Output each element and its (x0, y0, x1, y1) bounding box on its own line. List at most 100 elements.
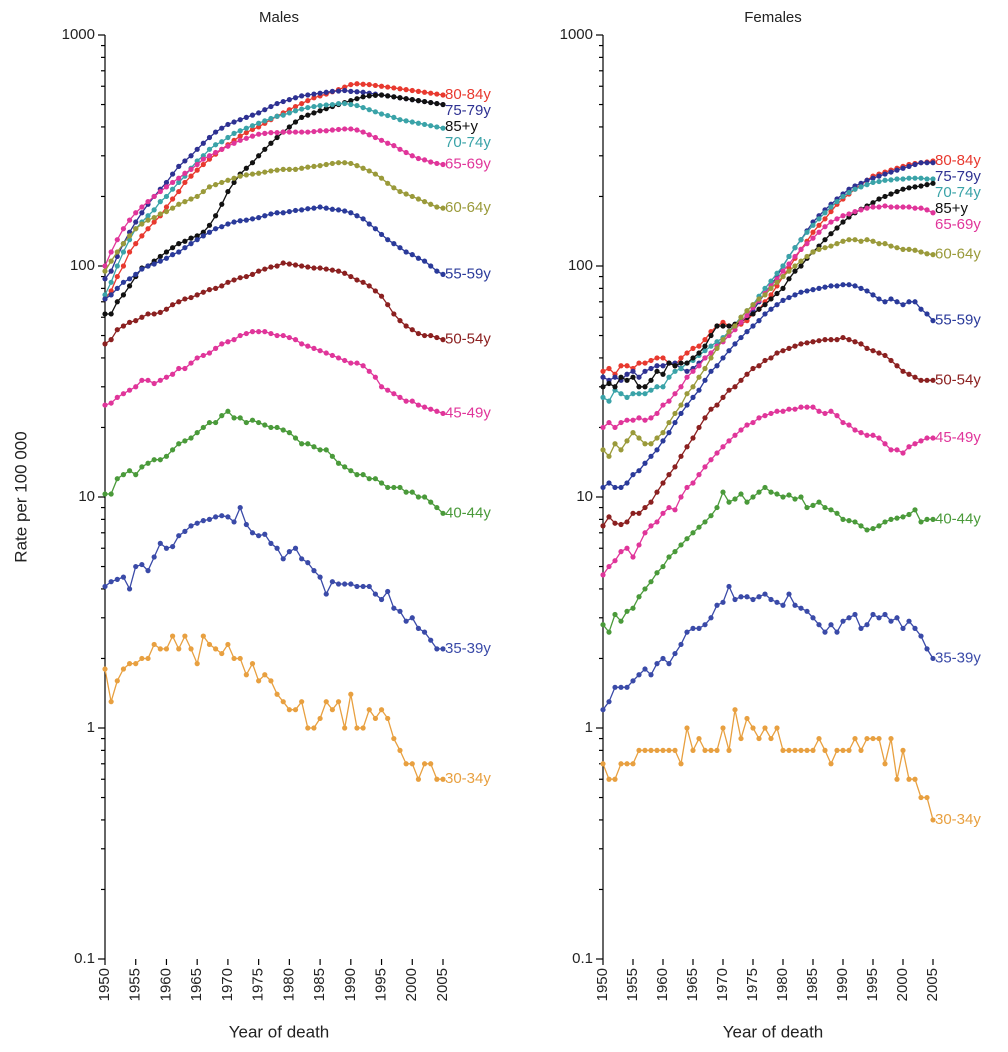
data-point (810, 235, 816, 241)
y-tick-label: 1000 (560, 26, 593, 43)
data-point (317, 348, 323, 354)
data-point (768, 735, 774, 742)
data-point (126, 661, 133, 667)
data-point (684, 350, 690, 356)
data-point (157, 540, 163, 546)
data-point (182, 245, 188, 251)
data-point (372, 92, 378, 98)
data-point (114, 394, 120, 400)
data-point (678, 365, 684, 372)
data-point (834, 747, 840, 753)
data-point (708, 355, 714, 361)
data-point (612, 384, 618, 390)
data-point (660, 402, 666, 408)
data-point (696, 424, 702, 431)
data-point (660, 510, 666, 516)
data-point (612, 374, 618, 380)
data-point (714, 339, 720, 345)
data-point (372, 171, 378, 177)
data-point (654, 368, 660, 374)
data-point (151, 311, 157, 317)
data-point (642, 417, 648, 423)
data-point (385, 140, 391, 146)
series-line (104, 634, 443, 781)
series-line (602, 239, 934, 458)
data-point (810, 404, 816, 410)
data-point (434, 160, 440, 167)
data-point (894, 204, 900, 210)
data-point (708, 343, 714, 349)
data-point (200, 518, 206, 524)
data-point (342, 725, 348, 731)
x-tick-label: 2005 (434, 968, 451, 1001)
y-tick-label: 100 (70, 257, 95, 274)
data-point (690, 480, 696, 486)
data-point (225, 339, 231, 345)
data-point (606, 480, 612, 486)
data-point (348, 691, 354, 697)
data-point (918, 160, 924, 166)
data-point (354, 583, 360, 590)
data-point (924, 435, 930, 441)
data-point (372, 715, 378, 722)
x-tick-label: 1960 (654, 968, 671, 1001)
data-point (280, 166, 286, 172)
data-point (292, 129, 299, 135)
data-point (391, 241, 397, 247)
data-point (323, 447, 329, 453)
data-point (342, 100, 348, 107)
data-point (816, 285, 822, 291)
data-point (654, 447, 660, 453)
data-point (299, 106, 305, 112)
data-point (348, 126, 354, 132)
data-point (213, 345, 219, 351)
data-point (237, 173, 243, 179)
data-point (816, 222, 822, 228)
data-point (906, 618, 912, 624)
data-point (317, 574, 323, 580)
data-point (176, 241, 182, 247)
data-point (151, 380, 157, 387)
data-point (786, 276, 792, 282)
data-point (206, 184, 213, 190)
data-point (660, 747, 666, 753)
data-point (684, 536, 690, 542)
data-point (378, 137, 385, 143)
data-point (726, 438, 732, 444)
data-point (219, 341, 225, 347)
data-point (930, 435, 936, 441)
data-point (409, 761, 415, 767)
data-point (924, 176, 930, 182)
data-point (918, 306, 924, 312)
data-point (864, 345, 870, 351)
data-point (231, 415, 237, 421)
data-point (225, 279, 231, 285)
data-point (206, 146, 213, 152)
data-point (415, 330, 422, 337)
data-point (780, 263, 786, 269)
data-point (440, 510, 446, 516)
data-point (182, 438, 188, 444)
data-point (182, 528, 188, 534)
data-point (274, 424, 280, 431)
data-point (151, 219, 157, 225)
y-tick-label: 1 (87, 719, 95, 736)
data-point (378, 92, 385, 98)
data-point (618, 391, 624, 397)
data-point (219, 146, 225, 152)
data-point (434, 91, 440, 97)
data-point (840, 219, 846, 225)
data-point (305, 206, 311, 212)
data-point (421, 89, 428, 95)
data-point (237, 218, 243, 224)
data-point (792, 496, 798, 502)
data-point (804, 504, 810, 511)
data-point (648, 441, 654, 447)
data-point (428, 263, 434, 269)
data-point (409, 398, 415, 404)
data-point (305, 343, 311, 349)
data-point (636, 435, 642, 441)
series (600, 707, 936, 823)
data-point (654, 355, 660, 361)
data-point (200, 424, 206, 431)
